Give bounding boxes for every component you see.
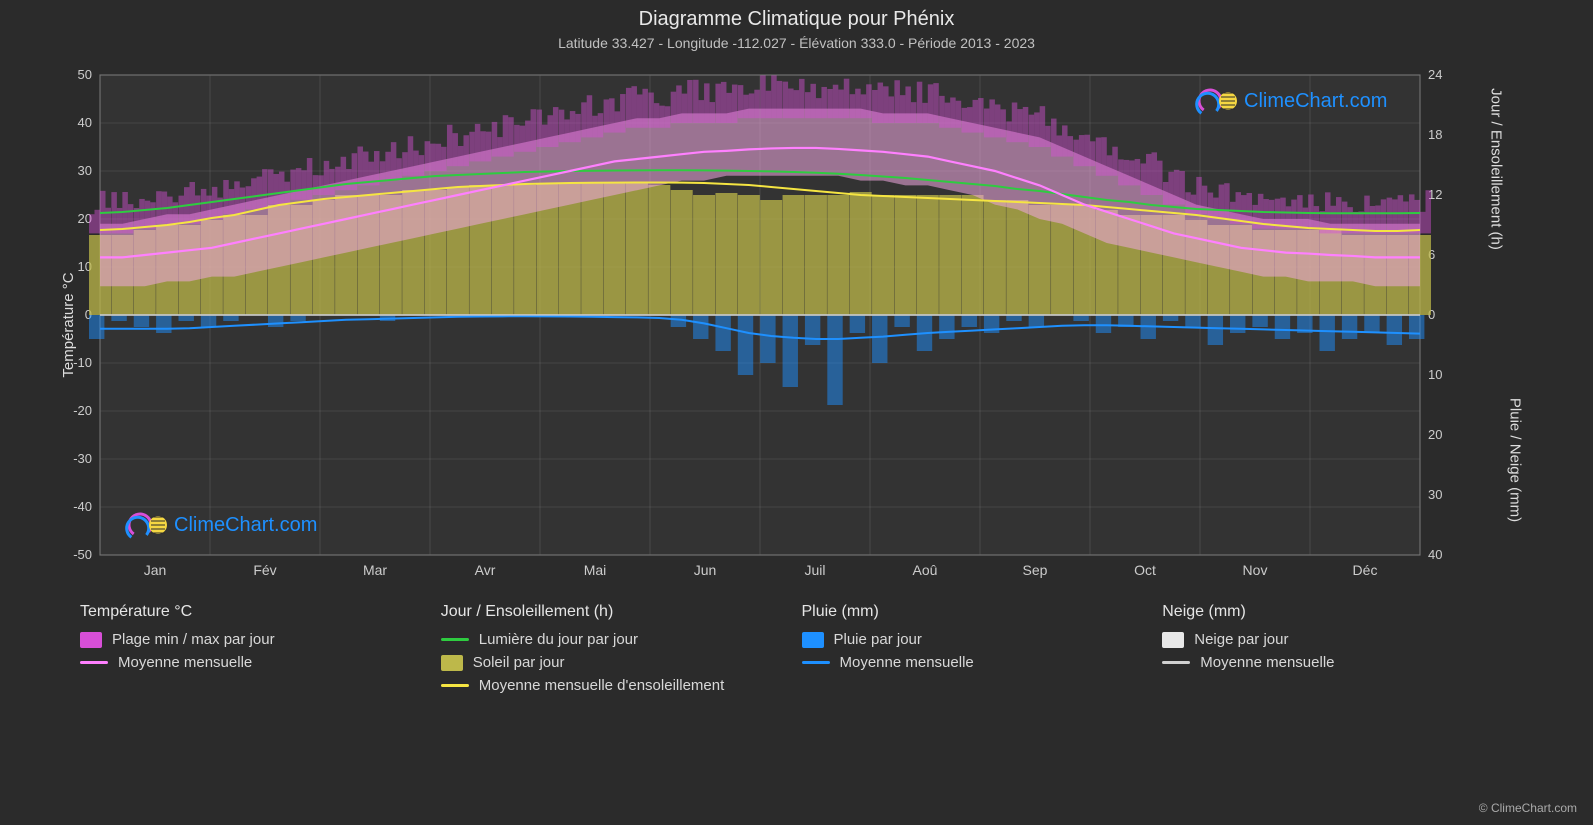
svg-text:40: 40 xyxy=(78,115,92,130)
svg-text:Mai: Mai xyxy=(584,562,607,578)
svg-text:20: 20 xyxy=(1428,427,1442,442)
svg-text:ClimeChart.com: ClimeChart.com xyxy=(174,514,317,536)
swatch-sun-avg xyxy=(441,684,469,687)
svg-text:Aoû: Aoû xyxy=(913,562,938,578)
swatch-daylight xyxy=(441,638,469,641)
legend-item-rain-day: Pluie par jour xyxy=(802,631,1153,648)
copyright: © ClimeChart.com xyxy=(1479,801,1577,815)
legend-label: Neige par jour xyxy=(1194,631,1288,648)
chart-area: Température °C Jour / Ensoleillement (h)… xyxy=(60,65,1533,585)
swatch-temp-range xyxy=(80,632,102,648)
chart-subtitle: Latitude 33.427 - Longitude -112.027 - É… xyxy=(0,31,1593,51)
legend-col-day: Jour / Ensoleillement (h) Lumière du jou… xyxy=(441,603,792,700)
svg-text:30: 30 xyxy=(78,163,92,178)
svg-text:ClimeChart.com: ClimeChart.com xyxy=(1244,90,1387,112)
legend-head-day: Jour / Ensoleillement (h) xyxy=(441,603,792,621)
swatch-temp-avg xyxy=(80,661,108,664)
swatch-sun xyxy=(441,655,463,671)
svg-text:Fév: Fév xyxy=(253,562,276,578)
legend-item-sun-avg: Moyenne mensuelle d'ensoleillement xyxy=(441,677,792,694)
svg-text:Oct: Oct xyxy=(1134,562,1156,578)
legend-col-snow: Neige (mm) Neige par jour Moyenne mensue… xyxy=(1162,603,1513,700)
legend-col-rain: Pluie (mm) Pluie par jour Moyenne mensue… xyxy=(802,603,1153,700)
legend-col-temp: Température °C Plage min / max par jour … xyxy=(80,603,431,700)
legend-head-rain: Pluie (mm) xyxy=(802,603,1153,621)
legend-item-daylight: Lumière du jour par jour xyxy=(441,631,792,648)
svg-text:50: 50 xyxy=(78,67,92,82)
y-axis-right-top-label: Jour / Ensoleillement (h) xyxy=(1488,88,1505,250)
legend-item-snow-avg: Moyenne mensuelle xyxy=(1162,654,1513,671)
legend-item-sun: Soleil par jour xyxy=(441,654,792,671)
y-axis-left-label: Température °C xyxy=(60,272,77,377)
svg-text:24: 24 xyxy=(1428,67,1442,82)
svg-text:Déc: Déc xyxy=(1353,562,1378,578)
legend-label: Moyenne mensuelle xyxy=(118,654,252,671)
swatch-snow xyxy=(1162,632,1184,648)
legend-label: Moyenne mensuelle xyxy=(1200,654,1334,671)
svg-text:-20: -20 xyxy=(73,403,92,418)
y-axis-right-bot-label: Pluie / Neige (mm) xyxy=(1506,398,1523,522)
svg-text:10: 10 xyxy=(1428,367,1442,382)
swatch-rain-avg xyxy=(802,661,830,664)
legend-label: Pluie par jour xyxy=(834,631,922,648)
svg-text:Jun: Jun xyxy=(694,562,717,578)
svg-text:Avr: Avr xyxy=(475,562,496,578)
legend: Température °C Plage min / max par jour … xyxy=(80,603,1513,700)
svg-text:-30: -30 xyxy=(73,451,92,466)
legend-item-snow-day: Neige par jour xyxy=(1162,631,1513,648)
legend-head-snow: Neige (mm) xyxy=(1162,603,1513,621)
svg-text:30: 30 xyxy=(1428,487,1442,502)
legend-item-rain-avg: Moyenne mensuelle xyxy=(802,654,1153,671)
svg-text:-50: -50 xyxy=(73,547,92,562)
svg-text:40: 40 xyxy=(1428,547,1442,562)
swatch-rain xyxy=(802,632,824,648)
legend-label: Moyenne mensuelle xyxy=(840,654,974,671)
chart-title: Diagramme Climatique pour Phénix xyxy=(0,0,1593,31)
svg-text:Sep: Sep xyxy=(1023,562,1048,578)
legend-head-temp: Température °C xyxy=(80,603,431,621)
legend-label: Moyenne mensuelle d'ensoleillement xyxy=(479,677,725,694)
legend-label: Soleil par jour xyxy=(473,654,565,671)
legend-item-temp-range: Plage min / max par jour xyxy=(80,631,431,648)
legend-label: Plage min / max par jour xyxy=(112,631,275,648)
climate-chart: -50-40-30-20-100102030405006121824102030… xyxy=(60,65,1460,585)
svg-text:18: 18 xyxy=(1428,127,1442,142)
legend-label: Lumière du jour par jour xyxy=(479,631,638,648)
legend-item-temp-avg: Moyenne mensuelle xyxy=(80,654,431,671)
svg-text:Juil: Juil xyxy=(804,562,825,578)
svg-text:-40: -40 xyxy=(73,499,92,514)
svg-text:Nov: Nov xyxy=(1243,562,1268,578)
svg-text:Mar: Mar xyxy=(363,562,387,578)
swatch-snow-avg xyxy=(1162,661,1190,664)
svg-text:Jan: Jan xyxy=(144,562,167,578)
